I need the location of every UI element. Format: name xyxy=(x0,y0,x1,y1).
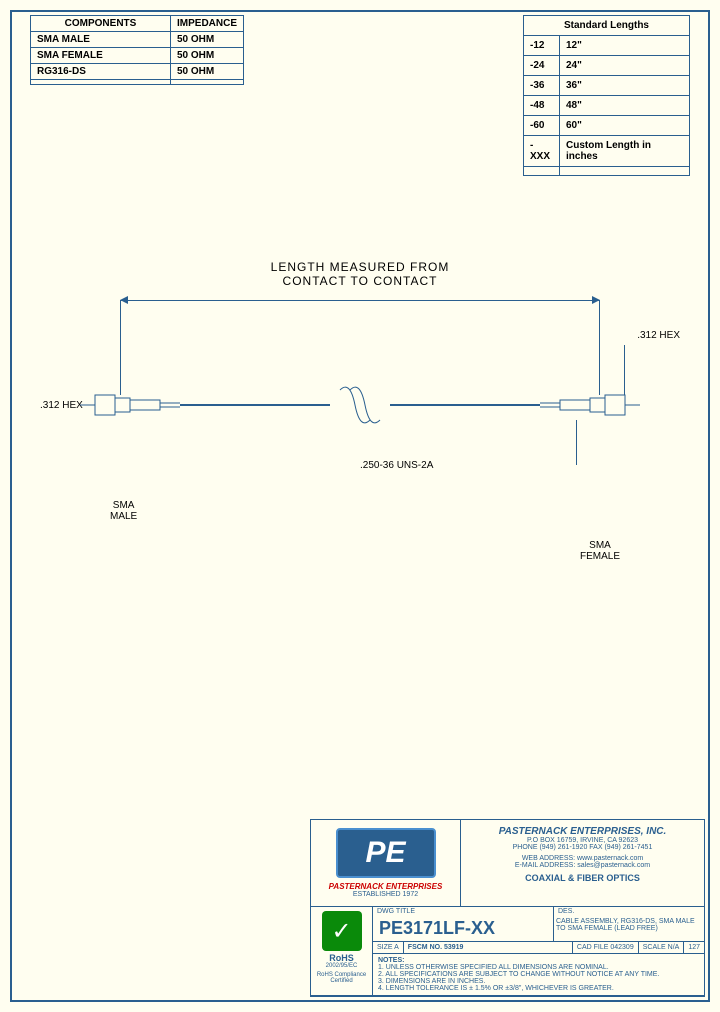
sheet-cell: 127 xyxy=(684,942,704,953)
table-row: RG316-DS50 OHM xyxy=(31,64,244,80)
table-row: -1212" xyxy=(524,36,690,56)
cable-break-symbol xyxy=(330,380,390,440)
table-row: SMA FEMALE50 OHM xyxy=(31,48,244,64)
sma-male-label: SMAMALE xyxy=(110,500,137,522)
table-row: SMA MALE50 OHM xyxy=(31,32,244,48)
part-number: PE3171LF-XX xyxy=(373,916,553,941)
hex-dimension-right: .312 HEX xyxy=(637,330,680,341)
table-row: -3636" xyxy=(524,76,690,96)
logo-cell: PE PASTERNACK ENTERPRISES ESTABLISHED 19… xyxy=(311,820,461,906)
length-dimension-label: LENGTH MEASURED FROM CONTACT TO CONTACT xyxy=(271,260,450,288)
standard-lengths-table: Standard Lengths -1212" -2424" -3636" -4… xyxy=(523,15,690,176)
col-impedance: IMPEDANCE xyxy=(171,16,244,32)
pe-logo-icon: PE xyxy=(336,828,436,878)
cad-cell: CAD FILE 042309 xyxy=(573,942,639,953)
thread-leader xyxy=(576,420,577,465)
sma-male-connector xyxy=(80,390,180,420)
thread-spec: .250-36 UNS-2A xyxy=(360,460,433,471)
company-info: PASTERNACK ENTERPRISES, INC. P.O BOX 167… xyxy=(461,820,704,906)
col-components: COMPONENTS xyxy=(31,16,171,32)
des-label: DES. xyxy=(554,907,704,916)
dwg-title-label: DWG TITLE xyxy=(373,907,553,916)
title-block: PE PASTERNACK ENTERPRISES ESTABLISHED 19… xyxy=(310,819,705,997)
extension-line xyxy=(599,300,600,395)
table-row xyxy=(31,80,244,85)
established: ESTABLISHED 1972 xyxy=(319,891,452,898)
table-header-row: COMPONENTS IMPEDANCE xyxy=(31,16,244,32)
lengths-header: Standard Lengths xyxy=(524,16,690,36)
table-row: -4848" xyxy=(524,96,690,116)
hex-leader xyxy=(624,345,625,395)
description: CABLE ASSEMBLY, RG316-DS, SMA MALE TO SM… xyxy=(554,916,704,934)
table-row: -6060" xyxy=(524,116,690,136)
sma-female-connector xyxy=(540,390,640,420)
table-row: -XXXCustom Length in inches xyxy=(524,136,690,167)
table-row: -2424" xyxy=(524,56,690,76)
table-row xyxy=(524,167,690,176)
rohs-check-icon: ✓ xyxy=(322,911,362,951)
notes: NOTES: 1. UNLESS OTHERWISE SPECIFIED ALL… xyxy=(373,954,704,995)
size-cell: SIZE A xyxy=(373,942,404,953)
scale-cell: SCALE N/A xyxy=(639,942,685,953)
rohs-cell: ✓ RoHS 2002/95/EC RoHS Compliance Certif… xyxy=(311,907,373,995)
extension-line xyxy=(120,300,121,395)
dimension-line xyxy=(120,300,600,301)
components-table: COMPONENTS IMPEDANCE SMA MALE50 OHM SMA … xyxy=(30,15,244,85)
sma-female-label: SMAFEMALE xyxy=(580,540,620,562)
fscm-cell: FSCM NO. 53919 xyxy=(404,942,573,953)
cable-drawing: LENGTH MEASURED FROM CONTACT TO CONTACT … xyxy=(50,260,670,560)
logo-subtitle: PASTERNACK ENTERPRISES xyxy=(319,882,452,891)
hex-dimension-left: .312 HEX xyxy=(40,400,83,411)
